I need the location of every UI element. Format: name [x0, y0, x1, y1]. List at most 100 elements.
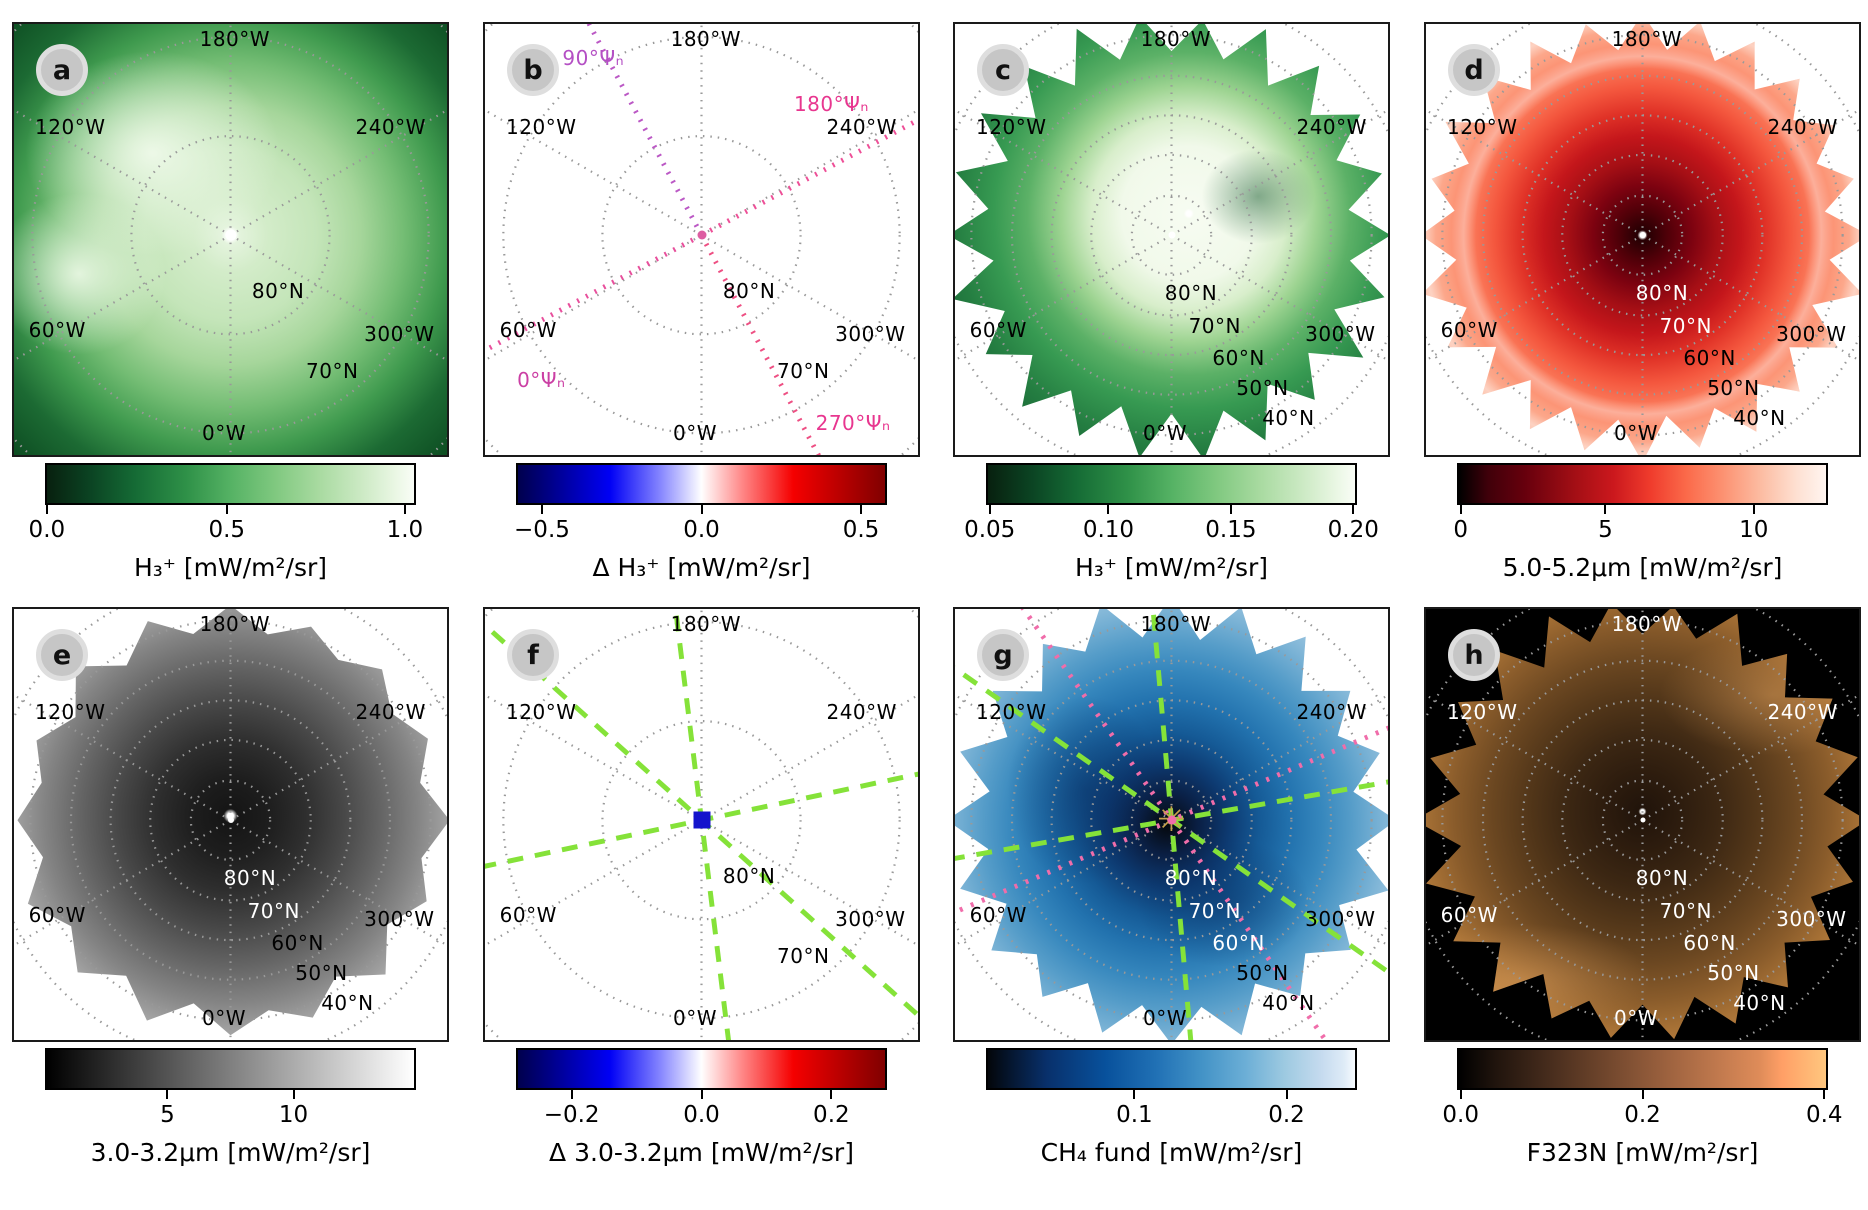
lat-label: 40°N: [1262, 991, 1315, 1016]
lat-circle: [1481, 659, 1804, 981]
pole-dot-marker: [1167, 815, 1176, 825]
annotation-ray: [699, 234, 822, 455]
lat-circle: [1441, 33, 1844, 437]
lon-label: 120°W: [976, 115, 1047, 140]
lon-label: 0°W: [1614, 1006, 1658, 1031]
lat-circle: [1090, 153, 1253, 317]
polar-grid: [955, 609, 1388, 1040]
map-g: ✳180°W120°W240°W60°W300°W0°W80°N70°N60°N…: [953, 607, 1390, 1042]
colorbar-tick: [1823, 1090, 1826, 1099]
lat-label: 70°N: [306, 358, 359, 383]
lat-label: 80°N: [722, 279, 776, 304]
lat-circle: [1050, 699, 1293, 942]
lat-circle: [130, 135, 331, 336]
colorbar-tick-label: 0.15: [1205, 517, 1257, 543]
colorbar-tick-label: 0.0: [683, 1102, 720, 1128]
annotation-line: [955, 725, 1388, 915]
map-b: 180°W 120°W 240°W 60°W 300°W 0°W 80°N 70°N 90°Ψₙ…: [483, 22, 920, 457]
lon-label: 300°W: [1305, 907, 1376, 932]
colorbar-tick: [700, 505, 703, 514]
annotation-line: [1020, 609, 1329, 1040]
colorbar-tick: [1459, 505, 1462, 514]
lon-label: 0°W: [1143, 421, 1187, 446]
lon-label: 60°W: [969, 903, 1027, 927]
lat-circle: [1561, 153, 1724, 317]
colorbar-tick: [1459, 1090, 1462, 1099]
colorbar-tick: [45, 505, 48, 514]
lat-label: 50°N: [1707, 376, 1760, 401]
panel-letter-badge: g: [977, 629, 1029, 681]
lat-label: 60°N: [271, 931, 324, 956]
lon-label: 60°W: [1440, 903, 1498, 927]
lat-circle: [601, 135, 802, 336]
colorbar-tick-label: 0: [1453, 517, 1469, 543]
lon-label: 300°W: [364, 907, 435, 932]
polar-grid: [485, 609, 918, 1040]
lon-label: 300°W: [1776, 322, 1847, 347]
lat-label: 70°N: [1659, 898, 1713, 923]
lon-spoke: [955, 108, 1173, 237]
lon-label: 60°W: [499, 318, 557, 342]
pole-dot-marker: [1168, 231, 1175, 239]
lon-label: 240°W: [355, 700, 426, 725]
lon-label: 120°W: [506, 115, 577, 140]
lon-label: 0°W: [673, 1006, 717, 1031]
colorbar-tick-label: 0.0: [1442, 1102, 1479, 1128]
colorbar-tick: [166, 1090, 169, 1099]
colorbar-tick: [700, 1090, 703, 1099]
lon-label: 180°W: [1140, 612, 1212, 637]
panel-letter-badge: f: [507, 629, 559, 681]
lon-spoke: [229, 693, 447, 822]
colorbar-tick-label: 0.5: [842, 517, 880, 543]
lon-label: 60°W: [28, 903, 86, 927]
colorbar-tick: [1107, 505, 1110, 514]
polar-grid: [1426, 24, 1859, 455]
colorbar-axis-label: H₃⁺ [mW/m²/sr]: [1074, 553, 1269, 582]
colorbar-tick-label: −0.5: [514, 517, 570, 543]
lon-label: 180°W: [670, 612, 742, 637]
lat-label: 70°N: [1659, 313, 1713, 338]
lat-label: 50°N: [1236, 376, 1289, 401]
colorbar-tick-label: 0.0: [28, 517, 66, 543]
colorbar-tick: [1641, 1090, 1644, 1099]
lon-label: 120°W: [1447, 700, 1518, 725]
lon-spoke: [1426, 693, 1644, 822]
colorbar-axis-label: Δ 3.0-3.2μm [mW/m²/sr]: [549, 1138, 854, 1167]
panel-letter-badge: c: [977, 44, 1029, 96]
colorbar: [45, 1048, 416, 1090]
colorbar-axis-label: 3.0-3.2μm [mW/m²/sr]: [90, 1138, 371, 1167]
lat-label: 60°N: [1212, 346, 1265, 371]
lat-label: 80°N: [1635, 866, 1689, 891]
colorbar-tick-label: 10: [278, 1102, 309, 1128]
colorbar-tick-label: 0.2: [1268, 1102, 1305, 1128]
colorbar-tick: [403, 505, 406, 514]
lat-label: 80°N: [722, 864, 776, 889]
panel-letter-badge: b: [507, 44, 559, 96]
lon-label: 120°W: [35, 115, 106, 140]
lat-circle: [29, 618, 432, 1022]
panel-letter-badge: h: [1448, 629, 1500, 681]
heatmap-image: [1426, 24, 1859, 455]
colorbar-tick-label: 5: [160, 1102, 175, 1128]
pole-dot-marker: [1640, 817, 1645, 823]
map-c: 180°W 120°W 240°W 60°W 300°W 0°W 80°N 70°N 60°N 5…: [953, 22, 1390, 457]
lon-label: 0°W: [1614, 421, 1658, 446]
lat-label: 60°N: [1683, 931, 1736, 956]
colorbar-tick-label: 0.0: [683, 517, 720, 543]
lat-label: 40°N: [1733, 991, 1786, 1016]
colorbar: [986, 463, 1357, 505]
colorbar-tick: [292, 1090, 295, 1099]
lon-label: 240°W: [1296, 115, 1367, 140]
lon-label: 60°W: [499, 903, 557, 927]
psi-angle-label: 90°Ψₙ: [562, 46, 625, 71]
colorbar-tick: [1285, 1090, 1288, 1099]
lat-circle: [1130, 779, 1213, 861]
lon-spoke: [1170, 108, 1388, 237]
lon-label: 300°W: [1776, 907, 1847, 932]
lat-label: 50°N: [295, 961, 348, 986]
lon-label: 300°W: [1305, 322, 1376, 347]
polar-grid: [14, 24, 447, 455]
lat-circle: [1561, 738, 1724, 902]
lat-circle: [601, 720, 802, 921]
lon-label: 240°W: [355, 115, 426, 140]
